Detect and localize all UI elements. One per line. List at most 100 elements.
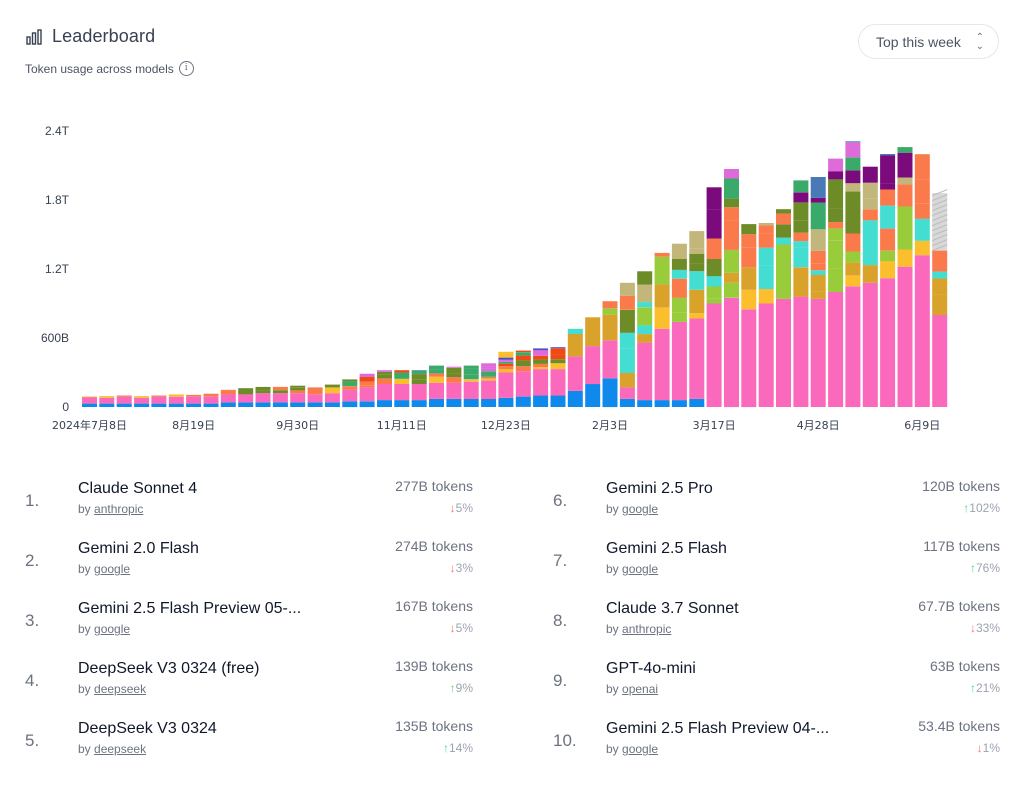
- leaderboard-row[interactable]: 8. Claude 3.7 Sonnet by anthropic 67.7B tok…: [553, 598, 1000, 640]
- bar-segment: [446, 398, 462, 407]
- bar-segment: [463, 381, 479, 399]
- bar-segment: [307, 394, 323, 403]
- bar-segment: [567, 390, 583, 407]
- bar-segment: [880, 183, 896, 190]
- bar-segment: [932, 261, 948, 272]
- bar-segment: [671, 400, 687, 407]
- bar-segment: [359, 385, 375, 388]
- bar-chart-icon: [26, 28, 42, 45]
- model-name-link[interactable]: Gemini 2.5 Flash Preview 04-...: [606, 720, 830, 737]
- bar-segment: [828, 240, 844, 269]
- arrow-up-icon: ↑: [963, 501, 970, 515]
- bar-hatch: [932, 199, 948, 207]
- author-link[interactable]: google: [622, 562, 659, 576]
- bar-segment: [533, 348, 549, 351]
- bar-segment: [359, 373, 375, 377]
- change-indicator: ↑102%: [963, 501, 1000, 515]
- author-link[interactable]: anthropic: [94, 502, 144, 516]
- leaderboard-row[interactable]: 3. Gemini 2.5 Flash Preview 05-... by goog…: [25, 598, 473, 640]
- x-tick-label: 6月9日: [904, 419, 940, 432]
- bar-segment: [758, 289, 774, 304]
- author-link[interactable]: anthropic: [622, 622, 672, 636]
- bar-segment: [758, 233, 774, 248]
- change-percent: 14%: [448, 741, 473, 755]
- model-name-link[interactable]: Gemini 2.5 Flash Preview 05-...: [78, 600, 302, 617]
- bar-segment: [741, 309, 757, 408]
- bar-segment: [533, 395, 549, 407]
- bar-segment: [255, 386, 271, 391]
- header: Leaderboard Token usage across models i: [25, 26, 194, 76]
- leaderboard-row[interactable]: 9. GPT-4o-mini by openai 63B tokens ↑21%: [553, 658, 1000, 700]
- model-name-link[interactable]: Gemini 2.0 Flash: [78, 540, 199, 557]
- author-link[interactable]: openai: [622, 682, 659, 696]
- model-name-link[interactable]: Claude 3.7 Sonnet: [606, 600, 739, 617]
- bar-segment: [862, 265, 878, 283]
- author-link[interactable]: google: [94, 562, 131, 576]
- leaderboard-row[interactable]: 6. Gemini 2.5 Pro by google 120B tokens ↑102…: [553, 478, 1000, 520]
- bar-segment: [932, 271, 948, 279]
- bar-segment: [411, 384, 427, 401]
- x-tick-label: 8月19日: [172, 419, 215, 432]
- change-percent: 1%: [982, 741, 1000, 755]
- by-label: by: [606, 622, 619, 636]
- bar-segment: [290, 385, 306, 388]
- change-indicator: ↓1%: [977, 741, 1000, 755]
- token-count: 274B tokens: [395, 538, 473, 554]
- leaderboard-row[interactable]: 5. DeepSeek V3 0324 by deepseek 135B tokens…: [25, 718, 473, 760]
- info-icon[interactable]: i: [178, 61, 194, 76]
- author-link[interactable]: deepseek: [94, 742, 147, 756]
- bar-segment: [619, 332, 635, 349]
- bar-segment: [429, 382, 444, 399]
- token-count: 120B tokens: [922, 478, 1000, 494]
- bar-segment: [828, 268, 844, 292]
- bar-segment: [515, 350, 531, 353]
- period-select[interactable]: Top this week ⌃ ⌄: [858, 24, 999, 59]
- bar-segment: [550, 354, 566, 360]
- bar-segment: [498, 351, 514, 354]
- leaderboard-row[interactable]: 2. Gemini 2.0 Flash by google 274B tokens ↓3…: [25, 538, 473, 580]
- leaderboard-row[interactable]: 7. Gemini 2.5 Flash by google 117B tokens ↑7…: [553, 538, 1000, 580]
- arrow-up-icon: ↑: [969, 561, 976, 575]
- bar-segment: [724, 249, 739, 273]
- model-name-link[interactable]: Claude Sonnet 4: [78, 480, 198, 497]
- bar-segment: [498, 369, 514, 373]
- model-name-link[interactable]: GPT-4o-mini: [606, 660, 696, 677]
- bar-segment: [741, 224, 757, 235]
- bar-segment: [359, 387, 375, 402]
- bar-segment: [446, 373, 462, 378]
- leaderboard-row[interactable]: 4. DeepSeek V3 0324 (free) by deepseek 139B…: [25, 658, 473, 700]
- bar-segment: [116, 396, 132, 404]
- bar-segment: [654, 256, 670, 285]
- bar-segment: [272, 393, 288, 403]
- model-name-link[interactable]: Gemini 2.5 Pro: [606, 480, 713, 497]
- bar-segment: [758, 225, 774, 234]
- bar-segment: [828, 228, 844, 241]
- leaderboard-row[interactable]: 10. Gemini 2.5 Flash Preview 04-... by goo…: [553, 718, 1000, 760]
- model-name-link[interactable]: DeepSeek V3 0324 (free): [78, 660, 260, 677]
- model-name-link[interactable]: DeepSeek V3 0324: [78, 720, 217, 737]
- author-link[interactable]: google: [622, 742, 659, 756]
- author-link[interactable]: google: [94, 622, 131, 636]
- model-name-link[interactable]: Gemini 2.5 Flash: [606, 540, 727, 557]
- bar-segment: [880, 171, 896, 184]
- bar-segment: [793, 202, 809, 221]
- bar-segment: [220, 389, 236, 391]
- bar-segment: [845, 141, 861, 143]
- model-author: by google: [606, 562, 658, 576]
- bar-segment: [914, 255, 930, 407]
- bar-segment: [689, 253, 705, 264]
- leaderboard-row[interactable]: 1. Claude Sonnet 4 by anthropic 277B tokens…: [25, 478, 473, 520]
- author-link[interactable]: google: [622, 502, 659, 516]
- bar-segment: [515, 360, 531, 367]
- bar-segment: [567, 328, 583, 334]
- x-tick-label: 11月11日: [377, 419, 427, 432]
- change-percent: 33%: [975, 621, 1000, 635]
- token-count: 117B tokens: [923, 538, 1000, 554]
- bar-segment: [394, 372, 410, 379]
- bar-segment: [793, 296, 809, 407]
- bar-segment: [914, 240, 930, 256]
- bar-segment: [724, 198, 739, 208]
- title-row: Leaderboard: [25, 26, 194, 47]
- author-link[interactable]: deepseek: [94, 682, 147, 696]
- bar-segment: [914, 179, 930, 204]
